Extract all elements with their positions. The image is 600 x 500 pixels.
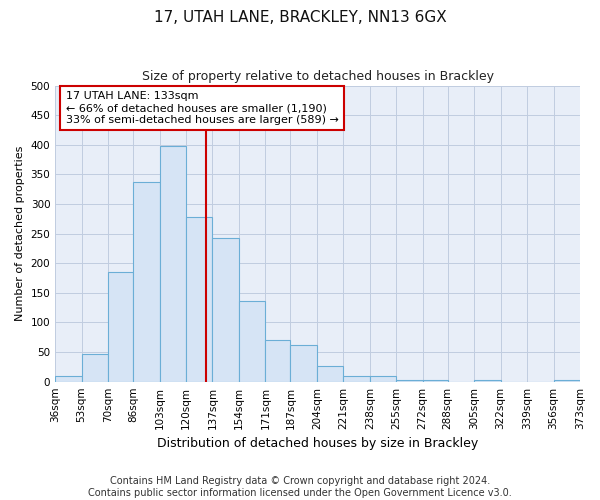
Bar <box>239 301 265 382</box>
Bar <box>423 380 448 382</box>
Bar <box>317 366 343 382</box>
Bar <box>290 345 317 382</box>
Bar <box>186 217 212 382</box>
Bar <box>133 182 160 382</box>
Bar <box>55 376 82 382</box>
Bar <box>343 376 370 382</box>
Bar <box>212 238 239 382</box>
Title: Size of property relative to detached houses in Brackley: Size of property relative to detached ho… <box>142 70 494 83</box>
Bar <box>396 380 423 382</box>
Bar <box>554 380 580 382</box>
Bar <box>108 272 133 382</box>
Bar <box>160 146 186 382</box>
X-axis label: Distribution of detached houses by size in Brackley: Distribution of detached houses by size … <box>157 437 478 450</box>
Bar <box>82 354 108 382</box>
Text: Contains HM Land Registry data © Crown copyright and database right 2024.
Contai: Contains HM Land Registry data © Crown c… <box>88 476 512 498</box>
Bar <box>474 380 500 382</box>
Bar <box>265 340 290 382</box>
Text: 17, UTAH LANE, BRACKLEY, NN13 6GX: 17, UTAH LANE, BRACKLEY, NN13 6GX <box>154 10 446 25</box>
Y-axis label: Number of detached properties: Number of detached properties <box>15 146 25 322</box>
Bar <box>370 376 396 382</box>
Text: 17 UTAH LANE: 133sqm
← 66% of detached houses are smaller (1,190)
33% of semi-de: 17 UTAH LANE: 133sqm ← 66% of detached h… <box>65 92 338 124</box>
